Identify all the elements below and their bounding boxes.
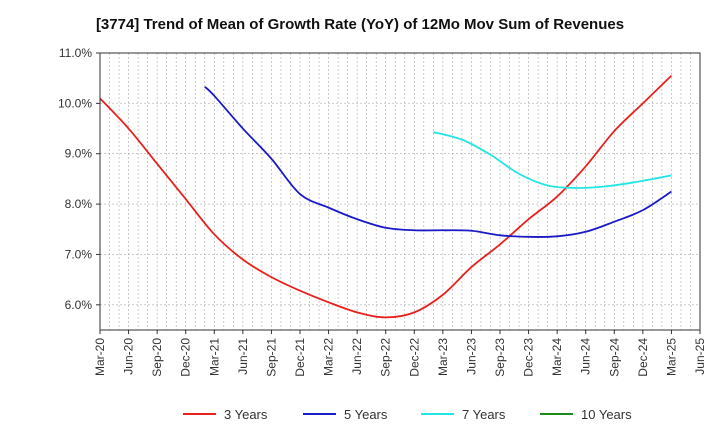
x-tick-label: Jun-22: [350, 338, 364, 375]
x-tick-label: Mar-24: [550, 338, 564, 376]
x-tick-label: Jun-23: [464, 338, 478, 375]
x-tick-label: Sep-23: [493, 338, 507, 377]
plot-area-border: [99, 52, 701, 331]
chart-title: [3774] Trend of Mean of Growth Rate (YoY…: [95, 16, 625, 33]
legend-label-5-years: 5 Years: [344, 407, 388, 422]
legend-label-7-years: 7 Years: [462, 407, 506, 422]
x-tick-label: Jun-24: [579, 338, 593, 375]
y-tick-label: 8.0%: [65, 197, 93, 211]
y-axis-ticks: 11.0% 10.0% 9.0% 8.0% 7.0% 6.0%: [58, 46, 100, 312]
x-tick-label: Sep-24: [607, 338, 621, 377]
y-tick-label: 6.0%: [65, 298, 93, 312]
series-lines: [99, 75, 673, 319]
x-tick-label: Dec-24: [636, 338, 650, 377]
x-tick-label: Dec-21: [293, 338, 307, 377]
x-axis-ticks: Mar-20 Jun-20 Sep-20 Dec-20 Mar-21 Jun-21 Sep-…: [93, 330, 707, 377]
y-tick-label: 9.0%: [65, 147, 93, 161]
x-tick-label: Sep-20: [150, 338, 164, 377]
y-tick-label: 10.0%: [58, 96, 92, 110]
x-tick-label: Mar-20: [93, 338, 107, 376]
x-tick-label: Mar-25: [664, 338, 678, 376]
y-tick-label: 11.0%: [59, 46, 92, 60]
x-tick-label: Dec-22: [407, 338, 421, 377]
x-tick-label: Sep-22: [379, 338, 393, 377]
x-tick-label: Jun-25: [693, 338, 707, 375]
x-tick-label: Sep-21: [264, 338, 278, 377]
plot-area-bg: [100, 53, 700, 330]
x-tick-label: Dec-23: [522, 338, 536, 377]
series-line-5-years: [204, 86, 672, 238]
y-tick-label: 7.0%: [65, 247, 93, 261]
series-line-7-years: [433, 131, 672, 189]
legend-label-3-years: 3 Years: [224, 407, 268, 422]
x-tick-label: Jun-20: [122, 338, 136, 375]
x-tick-label: Mar-23: [436, 338, 450, 376]
x-tick-label: Jun-21: [236, 338, 250, 375]
legend: 3 Years 5 Years 7 Years 10 Years: [183, 407, 632, 422]
x-tick-label: Mar-21: [207, 338, 221, 376]
series-line-3-years: [99, 75, 673, 319]
x-tick-label: Dec-20: [179, 338, 193, 377]
x-tick-label: Mar-22: [322, 338, 336, 376]
legend-label-10-years: 10 Years: [581, 407, 632, 422]
